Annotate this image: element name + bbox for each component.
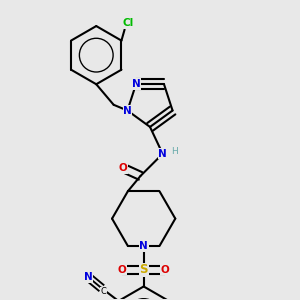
- Text: N: N: [84, 272, 93, 282]
- Text: N: N: [139, 241, 148, 251]
- Text: H: H: [171, 147, 178, 156]
- Text: O: O: [118, 265, 127, 275]
- Text: O: O: [161, 265, 170, 275]
- Text: N: N: [158, 149, 167, 159]
- Text: O: O: [119, 163, 128, 173]
- Text: N: N: [123, 106, 132, 116]
- Text: N: N: [132, 79, 140, 89]
- Text: S: S: [140, 263, 148, 276]
- Text: C: C: [101, 287, 106, 296]
- Text: Cl: Cl: [122, 18, 134, 28]
